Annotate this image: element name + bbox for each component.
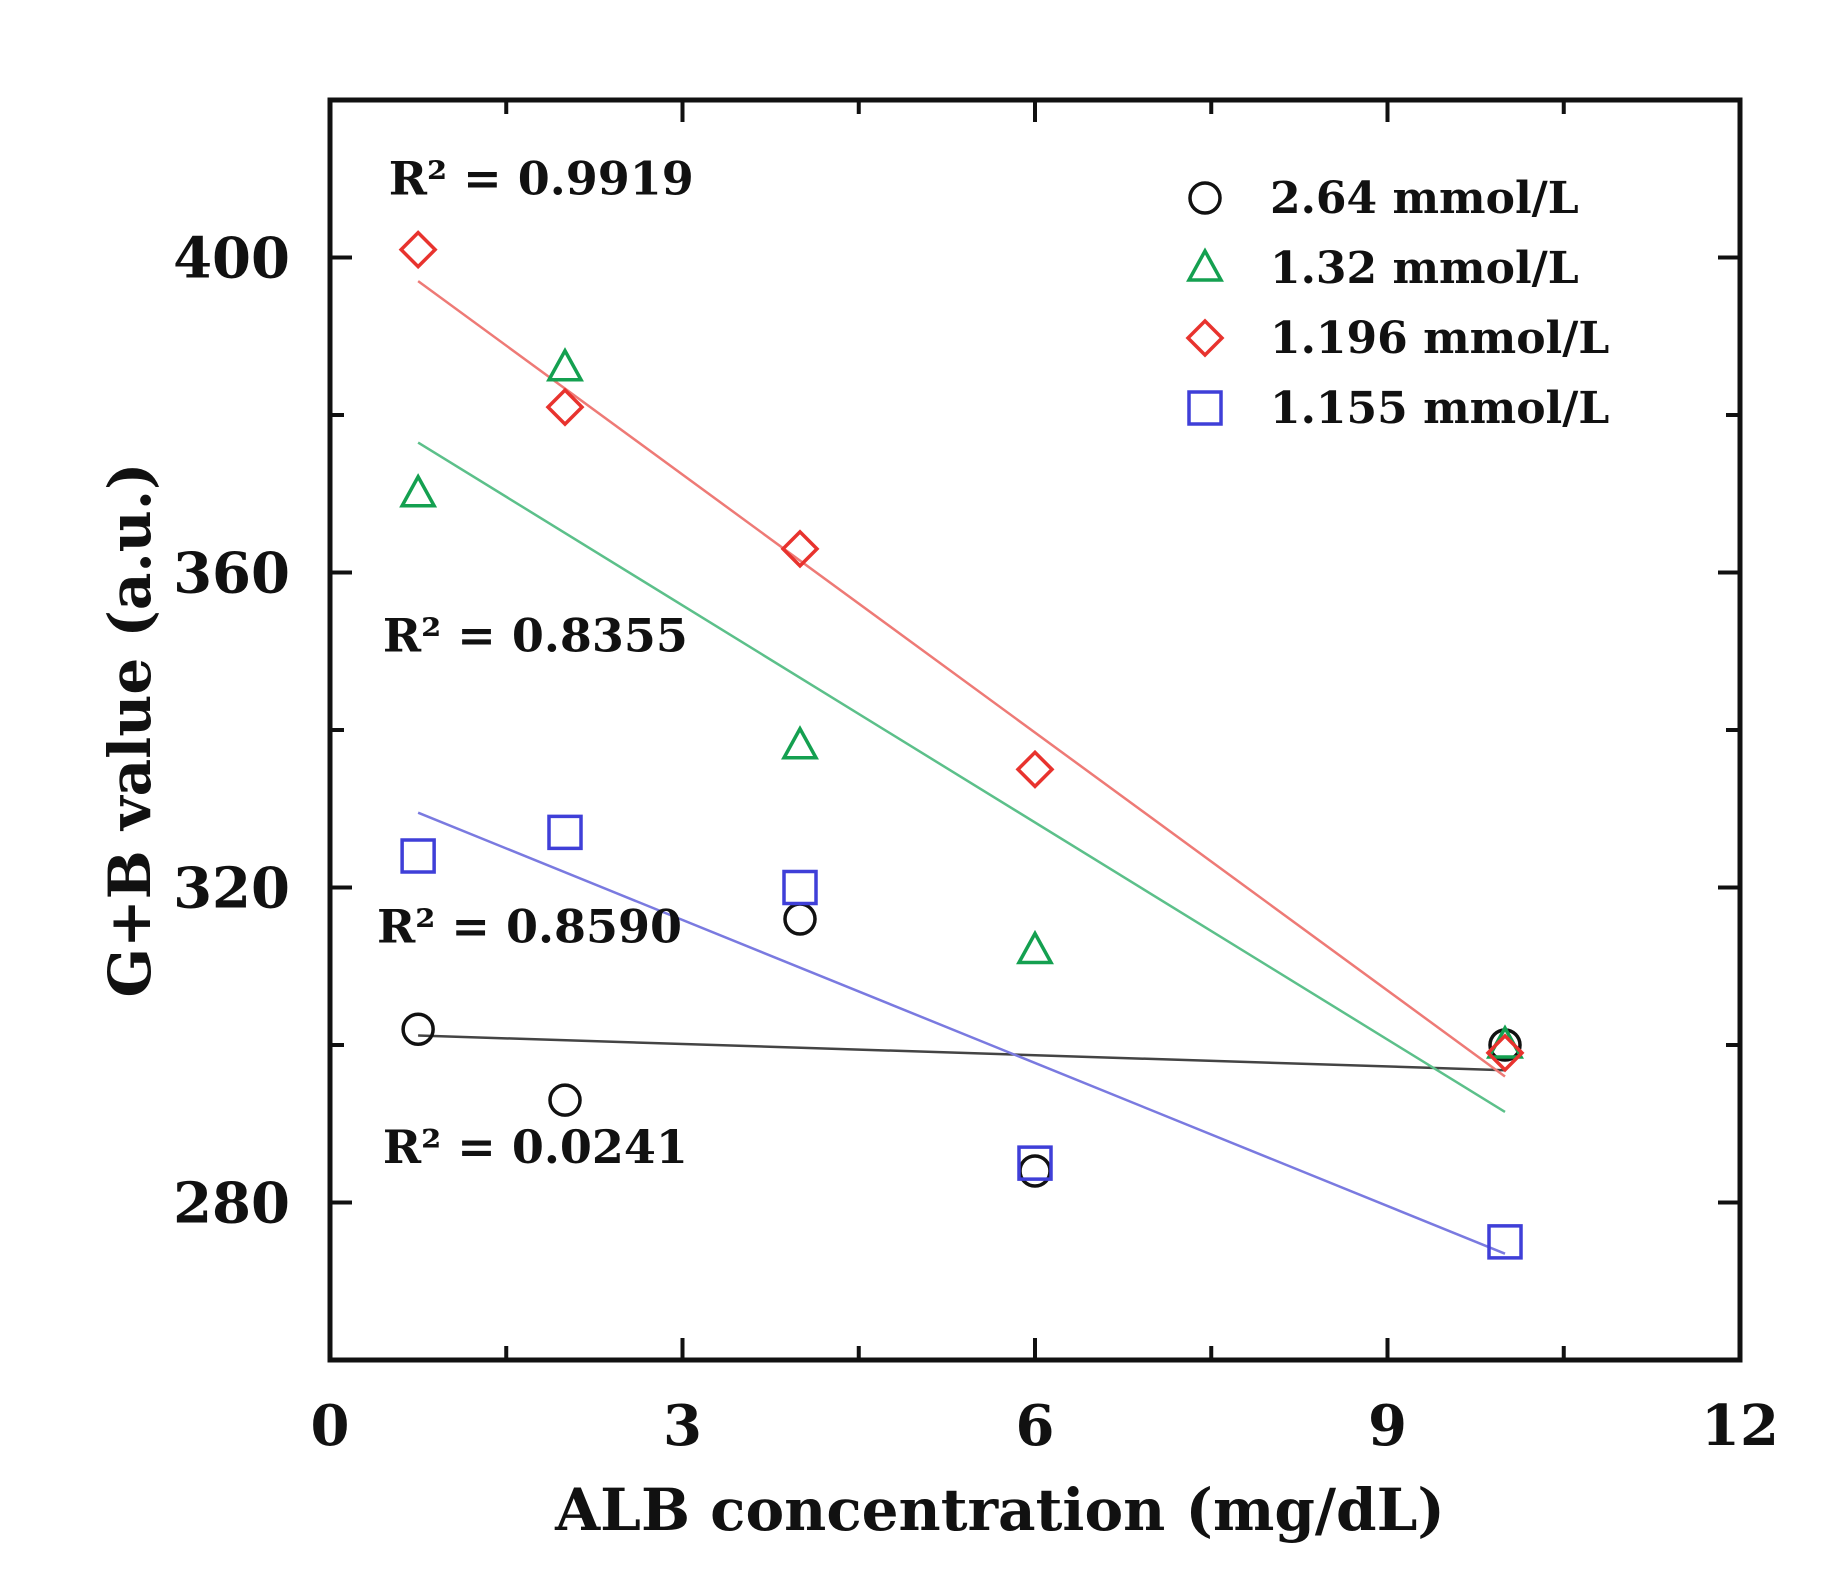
- x-tick-label: 6: [1016, 1393, 1055, 1459]
- x-axis-title: ALB concentration (mg/dL): [554, 1476, 1445, 1544]
- legend-marker: [1185, 318, 1225, 358]
- data-point: [1018, 1154, 1052, 1188]
- data-point: [1017, 1145, 1053, 1181]
- data-point: [782, 869, 818, 906]
- r2-annotation: R² = 0.8355: [383, 608, 688, 662]
- data-point: [546, 347, 584, 382]
- data-point: [401, 1012, 435, 1046]
- fit-lines: [417, 280, 1506, 1255]
- y-axis-title: G+B value (a.u.): [96, 463, 164, 998]
- data-point: [399, 473, 438, 508]
- data-point: [548, 1083, 582, 1117]
- y-tick-label: 400: [173, 226, 290, 292]
- legend-marker: [1187, 390, 1223, 426]
- r2-annotation: R² = 0.9919: [389, 152, 694, 206]
- data-point: [783, 902, 817, 936]
- data-point: [1487, 1224, 1523, 1260]
- data-point: [780, 529, 820, 569]
- x-tick-label: 9: [1368, 1393, 1407, 1459]
- x-tick-label: 0: [311, 1393, 350, 1459]
- legend-marker: [1188, 181, 1222, 215]
- legend: 2.64 mmol/L 1.32 mmol/L 1.196 mmol/L 1.1…: [1185, 173, 1609, 434]
- y-tick-label: 280: [173, 1171, 290, 1237]
- legend-label: 1.155 mmol/L: [1270, 383, 1609, 434]
- legend-label: 1.196 mmol/L: [1270, 313, 1609, 364]
- r2-annotation: R² = 0.0241: [383, 1120, 688, 1174]
- x-tick-label: 3: [663, 1393, 702, 1459]
- data-point: [547, 814, 583, 851]
- data-point: [781, 725, 819, 760]
- fit-line: [417, 280, 1506, 1078]
- data-markers: [398, 230, 1525, 1260]
- data-point: [545, 387, 585, 427]
- legend-label: 1.32 mmol/L: [1270, 243, 1579, 294]
- legend-label: 2.64 mmol/L: [1270, 173, 1579, 224]
- data-point: [398, 230, 438, 270]
- data-point: [1485, 1033, 1525, 1073]
- fit-line: [418, 1034, 1506, 1072]
- legend-marker: [1186, 247, 1224, 282]
- y-tick-label: 360: [173, 541, 290, 607]
- y-tick-label: 320: [173, 856, 290, 922]
- x-tick-label: 12: [1701, 1393, 1779, 1459]
- data-point: [400, 838, 436, 874]
- data-point: [1016, 929, 1054, 965]
- fit-line: [417, 441, 1506, 1114]
- data-point: [1015, 749, 1055, 789]
- legend-markers: [1185, 181, 1225, 426]
- r2-annotation: R² = 0.8590: [377, 900, 682, 954]
- axis-ticks: [328, 100, 1742, 1360]
- fit-line: [417, 811, 1506, 1255]
